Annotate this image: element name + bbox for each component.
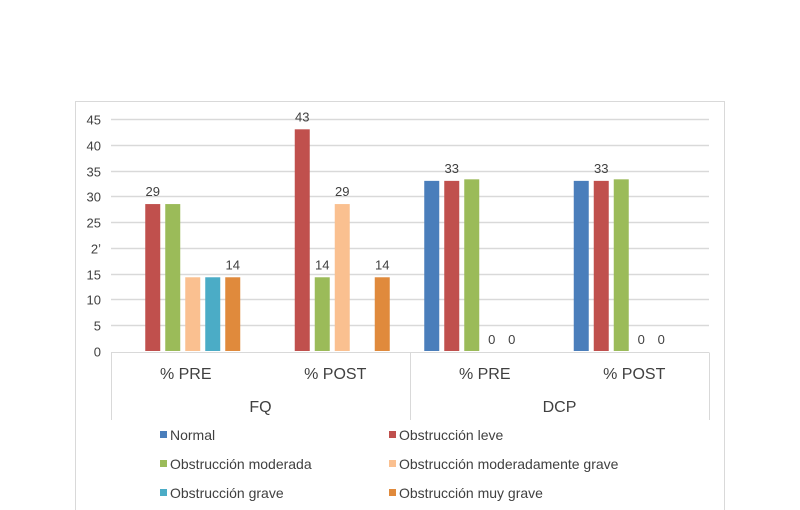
data-label: 14 <box>375 257 389 272</box>
data-label: 33 <box>445 161 459 176</box>
legend-item: Obstrucción moderadamente grave <box>389 456 619 472</box>
y-tick-label: 2ʼ <box>91 242 101 257</box>
y-tick-label: 30 <box>87 190 101 205</box>
legend-label: Obstrucción moderadamente grave <box>399 456 619 472</box>
bar-obstrucci-n-moderada-2 <box>464 179 480 351</box>
legend-label: Obstrucción grave <box>170 485 284 501</box>
y-tick-label: 0 <box>94 345 101 360</box>
bar-obstrucci-n-moderadamente-grave-1 <box>334 204 350 351</box>
legend-swatch <box>389 489 396 496</box>
bar-obstrucci-n-muy-grave-1 <box>374 277 390 351</box>
y-tick-label: 15 <box>87 268 101 283</box>
bar-normal-2 <box>424 180 440 351</box>
bar-obstrucci-n-grave-0 <box>205 277 221 351</box>
x-axis: % PRE % POST FQ % PRE % POST DCP <box>111 352 710 420</box>
y-tick-label: 40 <box>87 139 101 154</box>
data-label: 0 <box>638 332 645 347</box>
legend-swatch <box>160 431 167 438</box>
bars <box>145 129 629 351</box>
bar-obstrucci-n-leve-3 <box>593 180 609 351</box>
group-label: FQ <box>249 399 271 416</box>
category-label: % POST <box>603 366 665 383</box>
bar-obstrucci-n-leve-0 <box>145 204 161 351</box>
bar-obstrucci-n-leve-1 <box>294 129 310 351</box>
legend: Normal Obstrucción leve Obstrucción modera… <box>160 427 619 501</box>
category-label: % POST <box>304 366 366 383</box>
legend-label: Obstrucción muy grave <box>399 485 543 501</box>
y-tick-label: 45 <box>87 113 101 128</box>
data-label: 0 <box>658 332 665 347</box>
legend-item: Obstrucción muy grave <box>389 485 543 501</box>
data-label: 14 <box>226 257 240 272</box>
bar-obstrucci-n-muy-grave-0 <box>225 277 241 351</box>
bar-obstrucci-n-moderada-1 <box>314 277 330 351</box>
legend-label: Normal <box>170 427 215 443</box>
data-label: 29 <box>146 184 160 199</box>
bar-obstrucci-n-moderadamente-grave-0 <box>185 277 201 351</box>
data-label: 14 <box>315 257 329 272</box>
legend-swatch <box>389 460 396 467</box>
bar-obstrucci-n-leve-2 <box>444 180 460 351</box>
legend-item: Obstrucción leve <box>389 427 503 443</box>
data-label: 0 <box>488 332 495 347</box>
bar-normal-3 <box>573 180 589 351</box>
legend-swatch <box>160 489 167 496</box>
legend-swatch <box>160 460 167 467</box>
y-tick-label: 5 <box>94 319 101 334</box>
legend-swatch <box>389 431 396 438</box>
legend-label: Obstrucción moderada <box>170 456 312 472</box>
group-label: DCP <box>543 399 577 416</box>
data-label: 0 <box>508 332 515 347</box>
y-tick-label: 25 <box>87 216 101 231</box>
data-label: 29 <box>335 184 349 199</box>
category-label: % PRE <box>459 366 511 383</box>
legend-item: Normal <box>160 427 215 443</box>
legend-item: Obstrucción grave <box>160 485 284 501</box>
legend-label: Obstrucción leve <box>399 427 503 443</box>
legend-item: Obstrucción moderada <box>160 456 312 472</box>
y-tick-label: 35 <box>87 165 101 180</box>
data-label: 43 <box>295 109 309 124</box>
bar-obstrucci-n-moderada-3 <box>613 179 629 351</box>
bar-obstrucci-n-moderada-0 <box>165 204 181 351</box>
category-label: % PRE <box>160 366 212 383</box>
y-axis: 0 5 10 15 2ʼ 25 30 35 40 45 <box>87 113 102 360</box>
y-tick-label: 10 <box>87 293 101 308</box>
data-label: 33 <box>594 161 608 176</box>
